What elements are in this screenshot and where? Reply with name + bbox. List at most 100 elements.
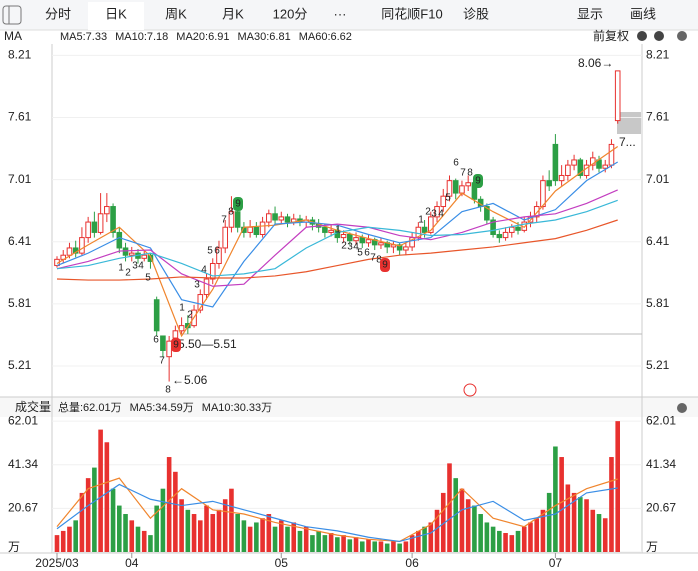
volume-bar: [303, 526, 309, 552]
tab[interactable]: 120分: [273, 6, 308, 21]
candle-body: [533, 206, 540, 218]
y-tick-label: 5.21: [8, 358, 32, 372]
volume-bar: [353, 537, 359, 552]
td-count: 6: [214, 246, 220, 257]
y-tick-label-right: 万: [646, 540, 658, 554]
candle-body: [446, 180, 453, 197]
y-tick-label-right: 41.34: [646, 457, 676, 471]
td-count: 7: [221, 215, 227, 226]
candle-body: [79, 237, 85, 254]
td-badge: [171, 338, 181, 352]
td-count: 8: [165, 385, 171, 396]
td-count: 7: [159, 356, 165, 367]
candle-body: [253, 226, 260, 235]
volume-bar: [135, 526, 141, 552]
y-tick-label-right: 8.21: [646, 48, 670, 62]
volume-bar: [472, 505, 477, 552]
legend-entry: MA30:6.81: [238, 31, 291, 43]
candle-body: [602, 164, 609, 169]
event-marker[interactable]: [463, 383, 477, 397]
candle-body: [353, 237, 359, 242]
volume-bar: [241, 520, 247, 552]
volume-header: [0, 397, 698, 417]
candle-body: [577, 159, 584, 176]
ma-line: [56, 161, 619, 308]
tab[interactable]: 日K: [105, 6, 127, 21]
volume-bar: [478, 514, 483, 552]
td-count: 6: [453, 158, 459, 169]
candle-body: [216, 247, 222, 264]
td-count: 4: [138, 261, 144, 272]
td-count: 3: [347, 242, 353, 253]
volume-bar: [416, 530, 421, 552]
td-count: 8: [376, 255, 382, 266]
volume-bar: [191, 514, 197, 552]
adjust-label[interactable]: 前复权: [593, 28, 629, 43]
candle-body: [571, 159, 577, 166]
legend-entry: MA5:7.33: [60, 31, 107, 43]
zoom-in[interactable]: [637, 31, 647, 41]
td-count: 6: [153, 335, 159, 346]
tab[interactable]: ···: [334, 6, 347, 21]
volume-bar: [328, 533, 334, 552]
volume-bar: [434, 509, 440, 552]
legend-entry: MA20:6.91: [176, 31, 229, 43]
y-tick-label-right: 7.01: [646, 172, 670, 186]
candle-body: [197, 294, 204, 311]
tab[interactable]: 诊股: [463, 6, 489, 21]
candle-body: [141, 254, 148, 259]
volume-bar: [391, 541, 396, 552]
volume-bar: [173, 471, 178, 552]
candle-body: [228, 211, 235, 228]
candle-body: [97, 213, 104, 233]
volume-bar: [521, 526, 527, 552]
volume-bar: [609, 457, 614, 552]
tab[interactable]: 分时: [45, 6, 71, 21]
td-count: 1: [418, 215, 424, 226]
y-tick-label-right: 20.67: [646, 501, 676, 515]
td-count: 9: [235, 199, 241, 210]
volume-bar: [335, 537, 340, 552]
volume-settings[interactable]: [677, 403, 687, 413]
td-count: 1: [335, 225, 341, 236]
y-tick-label-right: 5.81: [646, 296, 670, 310]
y-tick-label: 62.01: [8, 413, 38, 427]
candle-body: [359, 237, 366, 244]
y-tick-label: 20.67: [8, 501, 38, 515]
volume-bar: [559, 457, 564, 552]
zoom-out[interactable]: [654, 31, 664, 41]
volume-bar: [459, 488, 465, 552]
candle-body: [365, 239, 372, 244]
volume-bar: [503, 533, 508, 552]
volume-bar: [553, 446, 558, 552]
volume-bar: [154, 505, 159, 552]
candle-body: [378, 242, 384, 246]
volume-bar: [590, 509, 596, 552]
settings[interactable]: [677, 31, 687, 41]
volume-bar: [160, 488, 166, 552]
volume-bar: [310, 535, 315, 552]
volume-bar: [602, 518, 608, 552]
volume-bar: [440, 492, 446, 552]
sidebar-toggle[interactable]: [2, 5, 22, 25]
volume-bar: [565, 484, 571, 552]
candle-body: [396, 244, 403, 251]
x-tick-label: 05: [275, 556, 289, 570]
y-tick-label: 7.61: [8, 110, 32, 124]
y-tick-label-right: 62.01: [646, 413, 676, 427]
toolbar-button[interactable]: 画线: [630, 6, 656, 21]
td-count: 6: [364, 248, 370, 259]
tab[interactable]: 同花顺F10: [381, 6, 442, 21]
tab[interactable]: 月K: [222, 6, 244, 21]
volume-bar: [79, 492, 85, 552]
volume-bar: [222, 499, 228, 552]
toolbar-button[interactable]: 显示: [577, 6, 603, 21]
candle-body: [172, 330, 179, 339]
td-count: 9: [173, 340, 179, 351]
y-tick-label: 41.34: [8, 457, 38, 471]
tab[interactable]: 周K: [165, 6, 187, 21]
td-count: 5: [357, 248, 363, 259]
y-tick-label: 8.21: [8, 48, 32, 62]
td-badge: [233, 197, 243, 211]
